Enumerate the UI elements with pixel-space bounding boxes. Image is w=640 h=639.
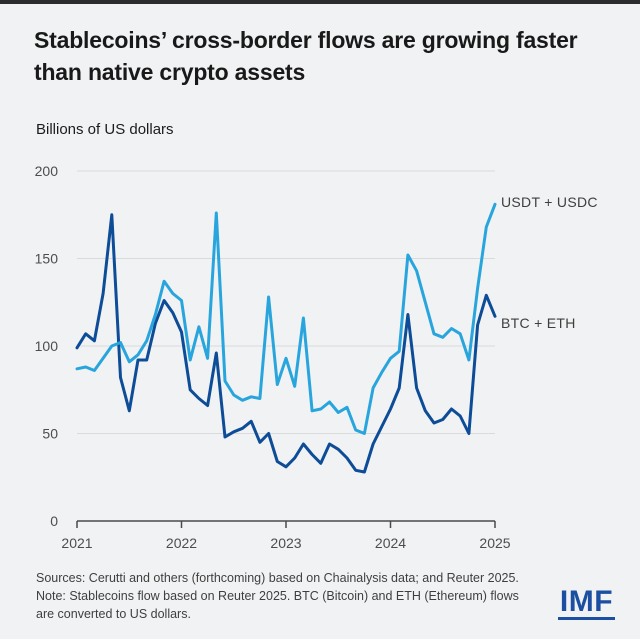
chart-title: Stablecoins’ cross-border flows are grow… — [34, 27, 578, 85]
sources-line: Sources: Cerutti and others (forthcoming… — [36, 571, 519, 585]
axis-tick-label: 50 — [42, 426, 58, 442]
axis-tick-label: 100 — [35, 338, 59, 354]
axis-tick-label: 2022 — [166, 535, 197, 551]
flows-line-chart: 2021 2022 2023 2024 2025 0 50 100 150 200 USDT + U… — [35, 163, 598, 551]
axis-tick-label: 0 — [50, 513, 58, 529]
legend-usdt-usdc: USDT + USDC — [501, 194, 598, 210]
series-line-usdt-usdc — [75, 202, 497, 435]
axis-tick-label: 2023 — [270, 535, 301, 551]
legend-btc-eth: BTC + ETH — [501, 315, 576, 331]
note-line: Note: Stablecoins flow based on Reuter 2… — [36, 589, 519, 621]
series-line-btc-eth — [75, 213, 497, 474]
screenshot-top-edge — [0, 0, 640, 4]
imf-logo: IMF — [558, 587, 615, 620]
chart-unit-label: Billions of US dollars — [36, 121, 174, 138]
footer-notes: Sources: Cerutti and others (forthcoming… — [36, 569, 528, 623]
axis-tick-label: 2021 — [61, 535, 92, 551]
axis-tick-label: 2025 — [479, 535, 510, 551]
imf-logo-underline — [558, 617, 615, 620]
imf-logo-text: IMF — [559, 585, 614, 618]
axis-tick-label: 2024 — [375, 535, 406, 551]
axis-tick-label: 150 — [35, 251, 59, 267]
axis-tick-label: 200 — [35, 163, 59, 179]
